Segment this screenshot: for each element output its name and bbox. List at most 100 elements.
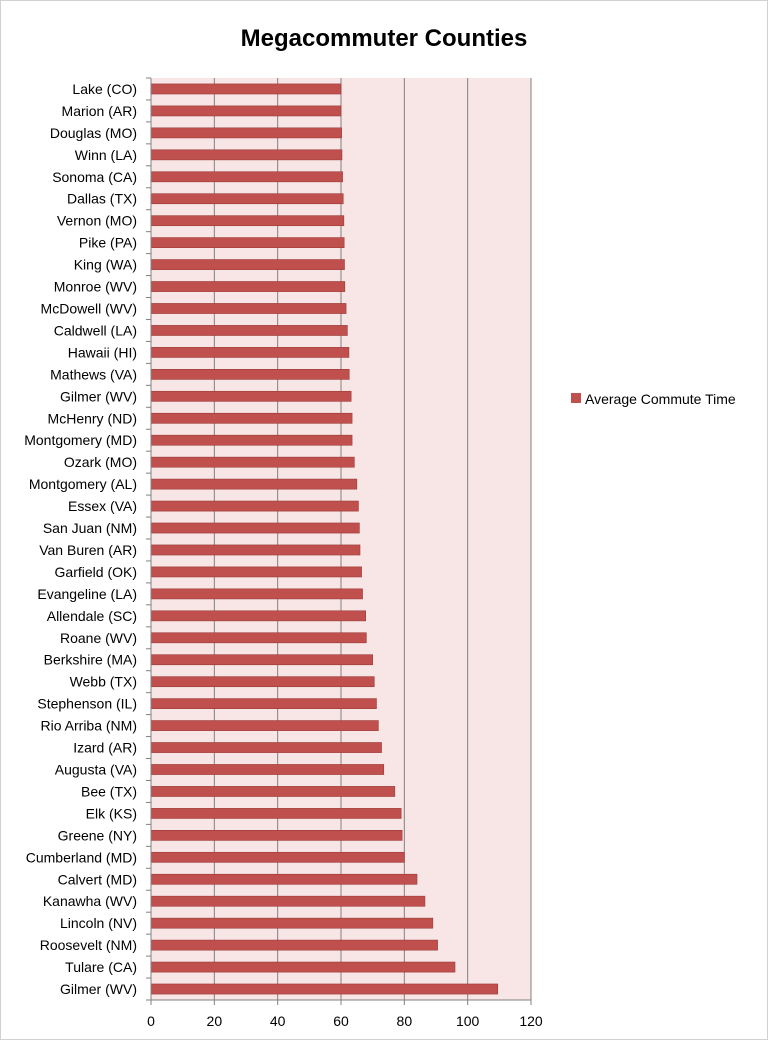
category-label: Allendale (SC) [47,608,137,624]
category-label: McDowell (WV) [41,301,137,317]
category-label: San Juan (NM) [43,520,137,536]
gridlines [213,78,532,1000]
bar [150,939,438,951]
bar [150,105,342,117]
bar [150,83,342,95]
x-tick-labels: 0 20 40 60 80 100 120 [147,1013,543,1029]
bar [150,873,418,885]
category-label: Rio Arriba (NM) [41,718,137,734]
category-label: Lincoln (NV) [60,915,137,931]
bar [150,544,361,556]
bar [150,961,456,973]
bar [150,588,363,600]
x-tick-label: 0 [147,1013,155,1029]
bar [150,632,367,644]
category-label: Dallas (TX) [67,191,137,207]
bar [150,193,344,205]
x-tick-label: 20 [207,1013,223,1029]
bar [150,698,377,709]
bar [150,851,405,863]
bar [150,127,342,139]
category-label: Berkshire (MA) [44,652,137,668]
bar [150,281,346,292]
category-label: Calvert (MD) [58,871,137,887]
bar [150,830,403,841]
category-label: Montgomery (AL) [29,476,137,492]
category-label: Roosevelt (NM) [40,937,137,953]
category-label: Hawaii (HI) [68,344,137,360]
category-label: Augusta (VA) [55,762,137,778]
category-label: Caldwell (LA) [54,322,137,338]
bar [150,215,345,227]
category-label: Gilmer (WV) [60,981,137,997]
category-label: Evangeline (LA) [37,586,137,602]
bar [150,786,396,797]
x-tick-label: 40 [270,1013,286,1029]
bar [150,259,345,270]
category-label: Bee (TX) [81,783,137,799]
category-label: King (WA) [74,257,137,273]
chart-title: Megacommuter Counties [241,25,528,52]
category-label: McHenry (ND) [48,410,137,426]
bar [150,917,434,929]
bar [150,983,499,995]
bar [150,500,359,512]
bar [150,171,343,183]
bar [150,522,360,534]
bars [150,83,499,995]
bar [150,720,379,731]
category-label: Sonoma (CA) [52,169,137,185]
bar [150,808,402,819]
category-label: Winn (LA) [75,147,137,163]
bar [150,237,345,248]
x-tick-label: 80 [397,1013,413,1029]
bar [150,369,350,380]
category-label: Tulare (CA) [65,959,137,975]
category-label: Lake (CO) [72,81,137,97]
bar [150,412,353,424]
x-tick-label: 60 [333,1013,349,1029]
category-label: Webb (TX) [70,674,137,690]
legend: Average Commute Time [571,391,736,407]
category-label: Roane (WV) [60,630,137,646]
x-tick-label: 100 [456,1013,480,1029]
category-label: Gilmer (WV) [60,388,137,404]
category-label: Montgomery (MD) [24,432,137,448]
bar [150,390,352,402]
category-label: Garfield (OK) [55,564,137,580]
category-label: Marion (AR) [62,103,137,119]
bar [150,566,362,578]
bar [150,325,348,336]
bar [150,610,366,622]
category-labels: Lake (CO) Marion (AR) Douglas (MO) Winn (LA… [24,81,137,997]
bar [150,676,375,688]
category-label: Monroe (WV) [54,279,137,295]
category-label: Douglas (MO) [50,125,137,141]
bar [150,434,353,446]
category-label: Vernon (MO) [57,213,137,229]
category-label: Kanawha (WV) [43,893,137,909]
category-label: Van Buren (AR) [39,542,137,558]
x-tick-label: 120 [519,1013,543,1029]
bar [150,303,347,314]
category-label: Cumberland (MD) [26,849,137,865]
legend-label: Average Commute Time [585,391,736,407]
axes [146,77,532,1005]
bar [150,456,355,468]
bar [150,654,373,666]
category-label: Ozark (MO) [64,454,137,470]
category-label: Izard (AR) [73,740,137,756]
category-label: Greene (NY) [58,827,137,843]
category-label: Stephenson (IL) [37,696,137,712]
bar [150,347,350,358]
category-label: Elk (KS) [86,805,137,821]
legend-swatch [571,393,581,403]
bar [150,895,426,907]
bar [150,742,382,753]
bar [150,149,343,161]
category-label: Pike (PA) [79,235,137,251]
category-label: Essex (VA) [68,498,137,514]
category-label: Mathews (VA) [50,366,137,382]
